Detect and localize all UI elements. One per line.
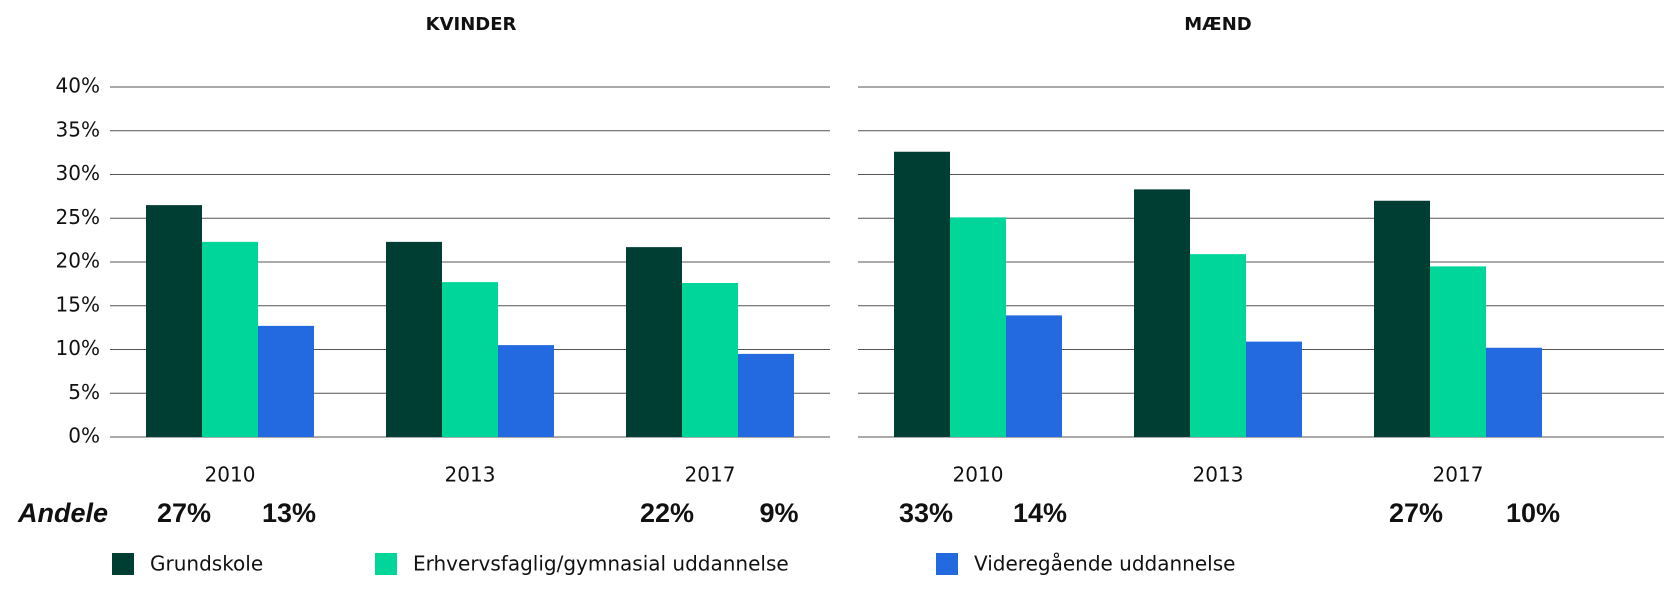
bar [738,353,794,437]
annotation: 27% [157,498,211,528]
y-tick-label: 15% [56,292,100,316]
bar [1246,341,1302,437]
bar [146,205,202,437]
legend-label: Videregående uddannelse [974,552,1235,576]
bar [1374,200,1430,437]
y-tick-label: 5% [68,380,100,404]
annotation: 14% [1013,498,1067,528]
annotation: 10% [1506,498,1560,528]
x-tick-label: 2010 [205,463,256,487]
annotation: 13% [262,498,316,528]
legend-swatch [936,553,958,575]
y-tick-label: 20% [56,249,100,273]
bar [1190,254,1246,437]
x-tick-label: 2017 [685,463,736,487]
bar [682,283,738,437]
y-tick-label: 40% [56,74,100,98]
annotation-label: Andele [17,498,108,528]
x-tick-label: 2010 [953,463,1004,487]
bar [202,241,258,437]
x-tick-label: 2017 [1433,463,1484,487]
y-tick-label: 0% [68,424,100,448]
annotation: 33% [899,498,953,528]
bar [950,217,1006,437]
annotation: 27% [1389,498,1443,528]
y-tick-label: 25% [56,205,100,229]
x-tick-label: 2013 [1193,463,1244,487]
y-tick-label: 10% [56,336,100,360]
bar [894,151,950,437]
annotation: 9% [759,498,798,528]
y-tick-label: 35% [56,117,100,141]
legend-label: Erhvervsfaglig/gymnasial uddannelse [413,552,789,576]
bar [258,325,314,437]
legend-swatch [375,553,397,575]
chart-title: MÆND [1184,14,1251,35]
bar [1430,266,1486,437]
legend-swatch [112,553,134,575]
bar [498,345,554,437]
x-tick-label: 2013 [445,463,496,487]
bar [442,282,498,437]
bar [1486,347,1542,437]
bar [626,247,682,437]
bar [1006,315,1062,437]
y-tick-label: 30% [56,161,100,185]
chart-title: KVINDER [426,14,517,35]
bar [386,241,442,437]
annotation: 22% [640,498,694,528]
legend-label: Grundskole [150,552,263,576]
bar [1134,189,1190,437]
